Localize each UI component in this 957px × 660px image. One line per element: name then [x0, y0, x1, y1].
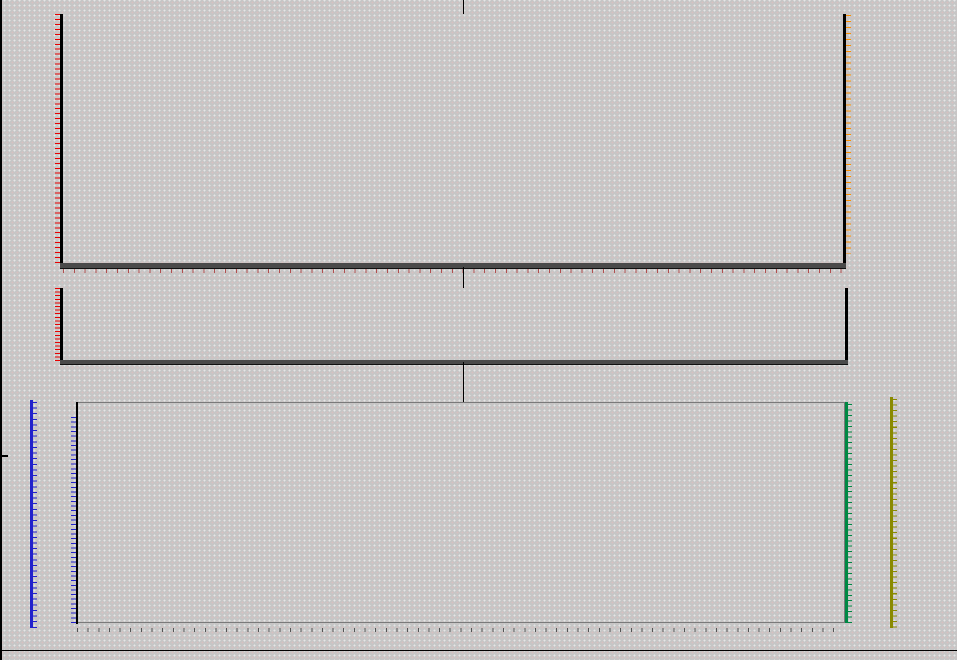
bot-plot-left-edge — [76, 402, 78, 624]
left-edge-tick — [0, 455, 8, 457]
top-right-minor-ticks — [846, 15, 851, 254]
mid-plot-bottom-bar — [60, 360, 848, 365]
mid-left-minor-ticks — [55, 288, 60, 361]
humidity-axis-bar — [30, 400, 33, 628]
wind-direction-chart — [63, 288, 845, 364]
top-plot-left-axis-bar — [60, 14, 63, 268]
top-left-minor-ticks — [55, 14, 60, 264]
bottom-window-border — [0, 650, 957, 651]
rainfall-axis-ticks — [71, 417, 76, 623]
center-divider-mid — [463, 267, 464, 288]
humidity-axis-ticks — [33, 402, 37, 628]
center-divider-top — [463, 0, 464, 14]
top-xaxis-minor-ticks — [63, 269, 843, 273]
mid-plot-left-axis-bar — [60, 288, 63, 364]
top-plot-right-axis-bar — [843, 14, 846, 268]
left-window-border — [0, 0, 2, 660]
bot-xaxis-minor-ticks — [77, 628, 844, 632]
top-plot-bottom-bar — [60, 263, 846, 269]
solar-axis-ticks — [893, 399, 897, 628]
windspeed-barometer-chart — [63, 14, 843, 268]
temp-axis-ticks — [848, 404, 852, 623]
center-divider-bottom — [463, 362, 464, 402]
rain-hum-solar-uv-temp-dew-chart — [77, 397, 844, 627]
solar-axis-bar — [890, 397, 893, 628]
temp-axis-bar — [845, 402, 848, 623]
solar-axis-labels — [896, 397, 926, 628]
mid-plot-right-axis-bar — [845, 288, 848, 364]
